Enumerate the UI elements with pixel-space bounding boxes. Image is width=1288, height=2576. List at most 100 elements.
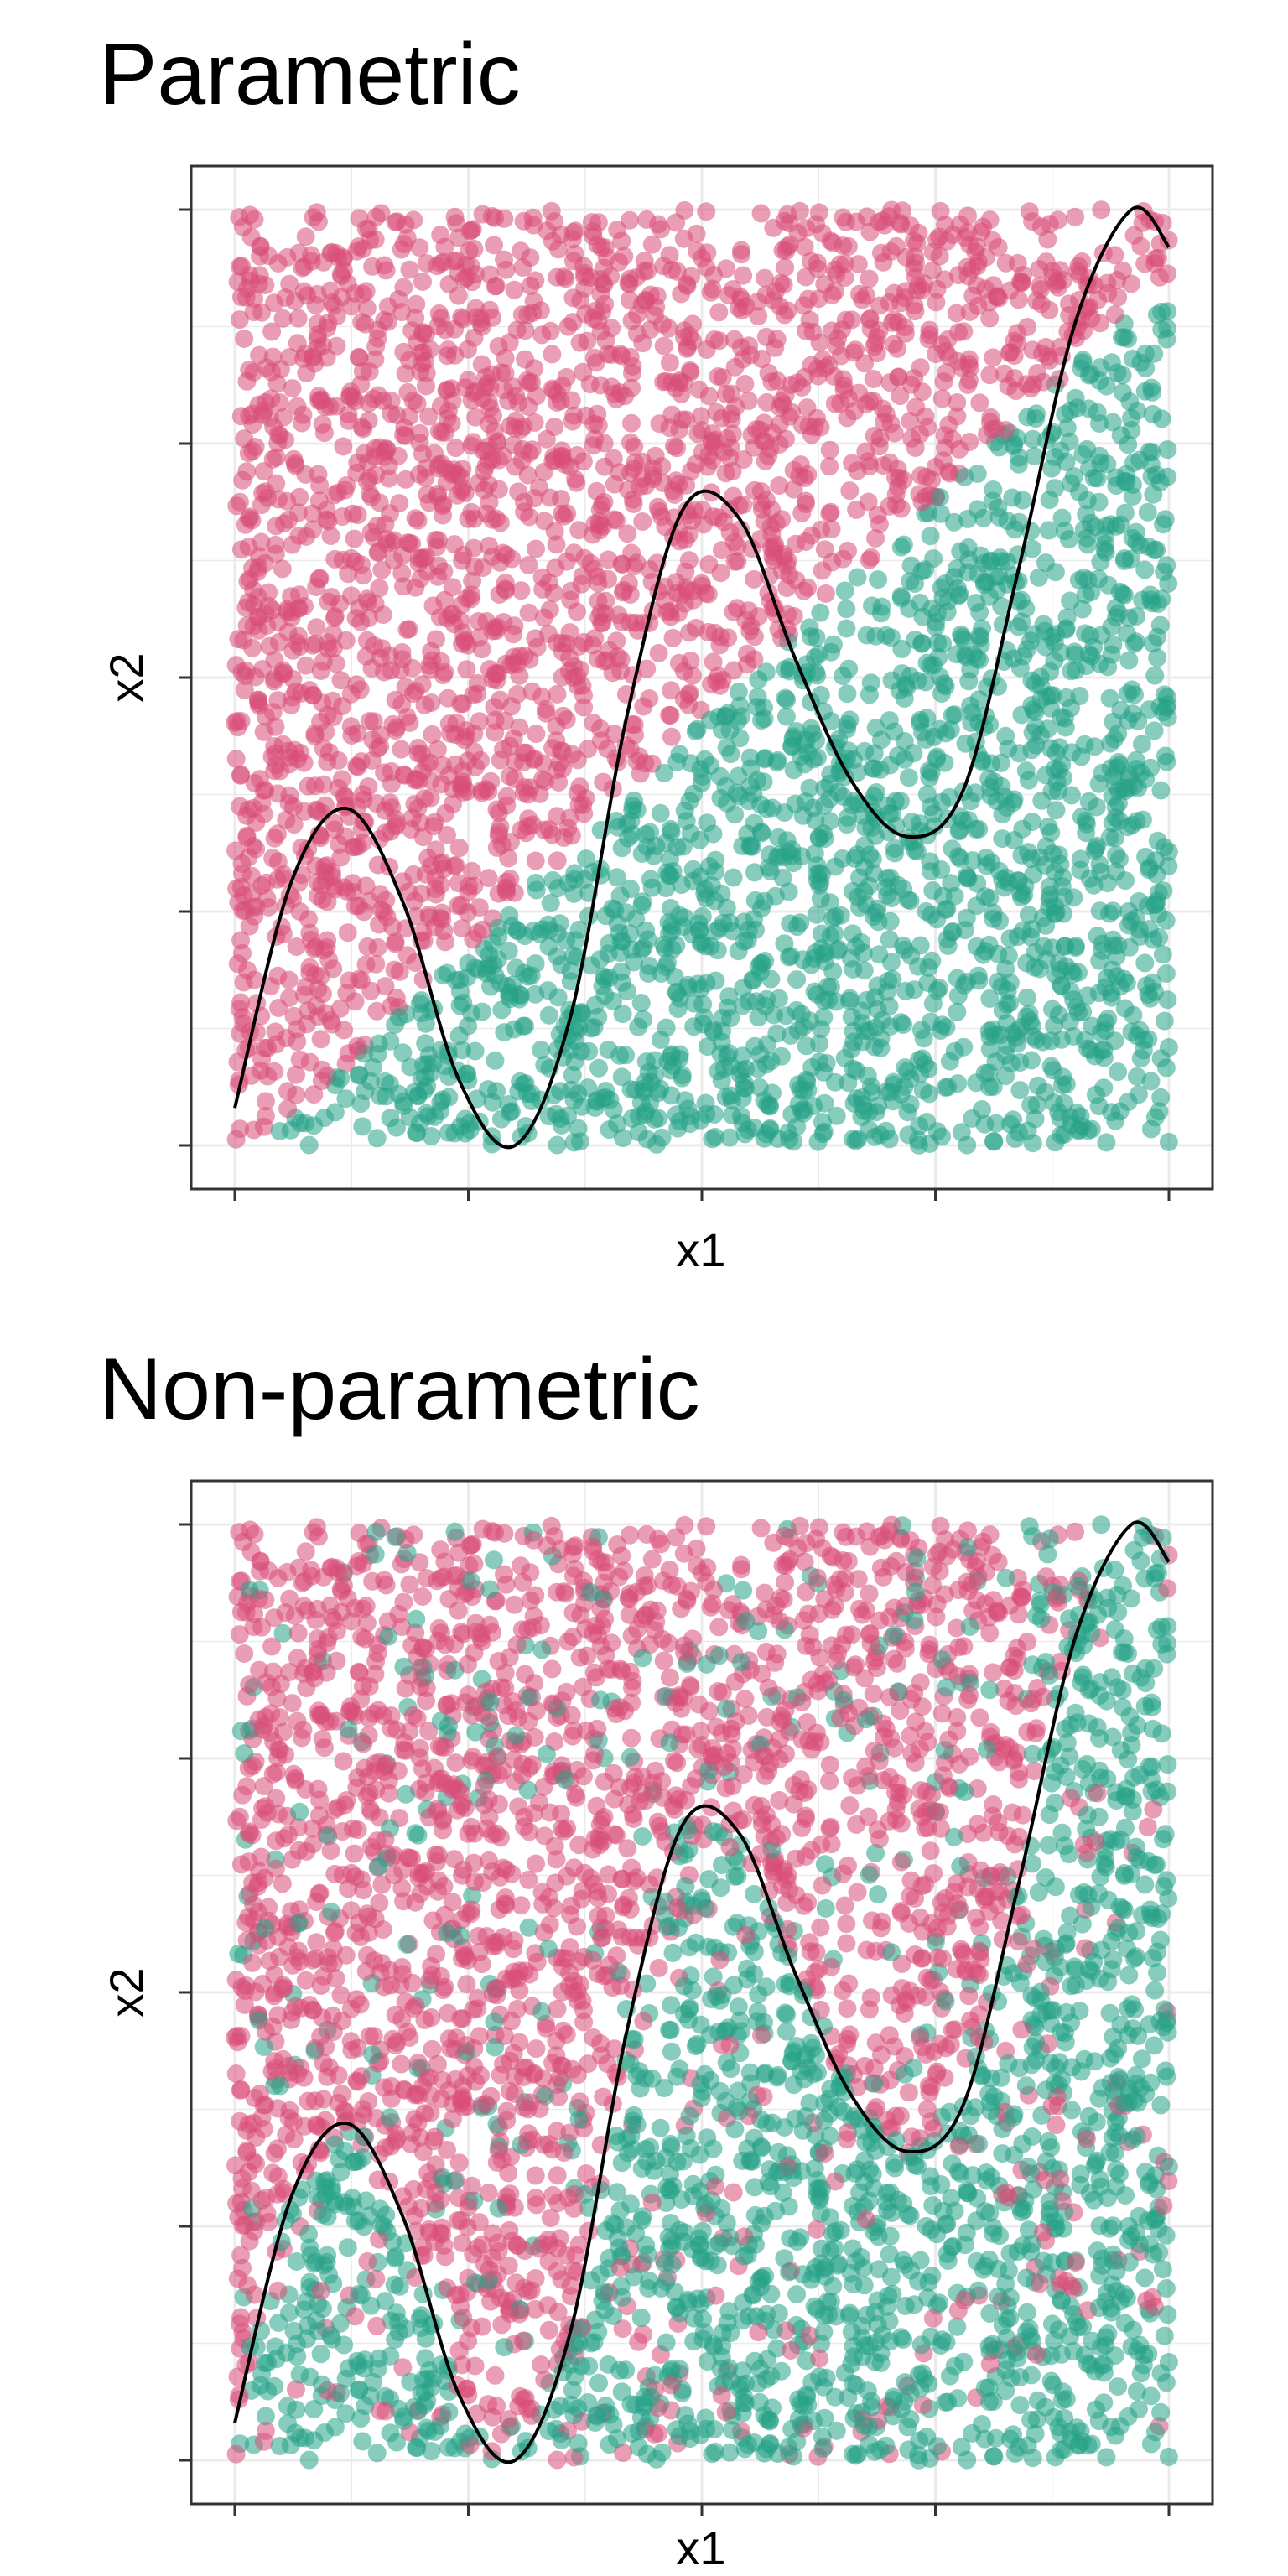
data-point-green bbox=[1154, 881, 1173, 901]
data-point-green bbox=[752, 899, 771, 918]
data-point-pink bbox=[227, 879, 247, 898]
data-point-green bbox=[612, 1067, 631, 1087]
data-point-pink bbox=[267, 1035, 286, 1054]
data-point-pink bbox=[1009, 290, 1028, 309]
data-point-pink bbox=[1006, 382, 1026, 401]
data-point-green bbox=[1152, 320, 1171, 339]
data-point-pink bbox=[327, 336, 346, 356]
data-point-pink bbox=[1068, 262, 1088, 281]
data-point-green bbox=[1133, 590, 1152, 610]
data-point-pink bbox=[423, 724, 442, 744]
data-point-pink bbox=[505, 280, 524, 299]
data-point-green bbox=[883, 1092, 902, 1111]
data-point-pink bbox=[371, 885, 390, 904]
data-point-green bbox=[927, 604, 947, 623]
data-point-green bbox=[1051, 1109, 1070, 1128]
data-point-green bbox=[1103, 413, 1122, 432]
data-point-pink bbox=[728, 552, 747, 571]
data-point-pink bbox=[354, 790, 373, 809]
data-point-pink bbox=[321, 527, 340, 545]
data-point-green bbox=[814, 1008, 834, 1026]
data-point-green bbox=[803, 724, 823, 743]
data-point-pink bbox=[660, 353, 679, 372]
data-point-green bbox=[439, 1123, 458, 1142]
data-point-pink bbox=[231, 993, 251, 1012]
data-point-pink bbox=[473, 558, 492, 577]
data-point-pink bbox=[963, 260, 982, 279]
data-point-green bbox=[1039, 817, 1058, 836]
data-point-pink bbox=[935, 270, 954, 289]
data-point-pink bbox=[306, 634, 325, 653]
data-point-pink bbox=[381, 793, 400, 813]
data-point-pink bbox=[378, 312, 397, 331]
data-point-green bbox=[1040, 890, 1059, 909]
data-point-green bbox=[1158, 440, 1177, 460]
data-point-green bbox=[416, 1014, 435, 1033]
data-point-green bbox=[527, 880, 546, 900]
data-point-pink bbox=[267, 474, 286, 493]
data-point-pink bbox=[642, 235, 662, 254]
data-point-pink bbox=[519, 1870, 538, 1889]
data-point-green bbox=[855, 836, 875, 855]
data-point-green bbox=[969, 819, 989, 839]
data-point-pink bbox=[470, 898, 489, 917]
data-point-pink bbox=[309, 491, 329, 511]
data-point-pink bbox=[543, 1659, 562, 1679]
data-point-green bbox=[863, 596, 881, 615]
data-point-pink bbox=[1010, 272, 1030, 291]
data-point-pink bbox=[667, 439, 687, 458]
data-point-pink bbox=[252, 496, 271, 515]
data-point-green bbox=[948, 847, 968, 866]
data-point-green bbox=[589, 1058, 608, 1078]
data-point-pink bbox=[983, 231, 1002, 250]
data-point-pink bbox=[438, 609, 457, 628]
data-point-green bbox=[610, 1046, 629, 1065]
data-point-green bbox=[1027, 1095, 1046, 1114]
parametric-panel: Parametric x1 x2 bbox=[99, 26, 1214, 1276]
data-point-pink bbox=[402, 808, 422, 828]
data-point-pink bbox=[313, 1060, 331, 1079]
data-point-pink bbox=[268, 434, 288, 453]
data-point-green bbox=[870, 945, 889, 964]
data-point-pink bbox=[226, 750, 246, 768]
data-point-pink bbox=[226, 841, 245, 860]
data-point-green bbox=[1088, 469, 1107, 488]
data-point-pink bbox=[429, 304, 449, 323]
data-point-pink bbox=[282, 696, 301, 714]
data-point-green bbox=[969, 564, 988, 584]
data-point-pink bbox=[1034, 372, 1053, 392]
data-point-green bbox=[629, 1017, 648, 1036]
data-point-pink bbox=[462, 861, 481, 880]
data-point-pink bbox=[808, 366, 828, 386]
data-point-pink bbox=[1105, 246, 1124, 265]
data-point-pink bbox=[667, 379, 685, 398]
data-point-pink bbox=[231, 288, 251, 307]
data-point-pink bbox=[345, 529, 364, 548]
data-point-green bbox=[1151, 781, 1171, 800]
data-point-green bbox=[1155, 685, 1174, 704]
data-point-green bbox=[913, 607, 932, 626]
data-point-pink bbox=[836, 212, 855, 231]
data-point-green bbox=[923, 881, 943, 900]
data-point-pink bbox=[808, 253, 827, 273]
data-point-pink bbox=[310, 475, 330, 495]
data-point-green bbox=[1155, 1011, 1174, 1031]
data-point-green bbox=[1143, 634, 1162, 653]
data-point-green bbox=[917, 730, 936, 749]
data-point-pink bbox=[463, 273, 482, 292]
data-point-pink bbox=[526, 851, 545, 870]
data-point-pink bbox=[292, 413, 311, 433]
data-point-pink bbox=[348, 454, 367, 472]
data-point-green bbox=[632, 844, 652, 863]
data-point-green bbox=[725, 2120, 745, 2139]
data-point-green bbox=[721, 745, 740, 764]
data-point-green bbox=[752, 711, 771, 730]
data-point-pink bbox=[456, 378, 475, 397]
data-point-green bbox=[787, 970, 807, 989]
data-point-pink bbox=[622, 413, 641, 433]
data-point-green bbox=[336, 1089, 356, 1109]
data-point-pink bbox=[266, 544, 285, 564]
data-point-green bbox=[986, 567, 1005, 586]
data-point-pink bbox=[462, 436, 481, 455]
data-point-pink bbox=[438, 825, 456, 844]
